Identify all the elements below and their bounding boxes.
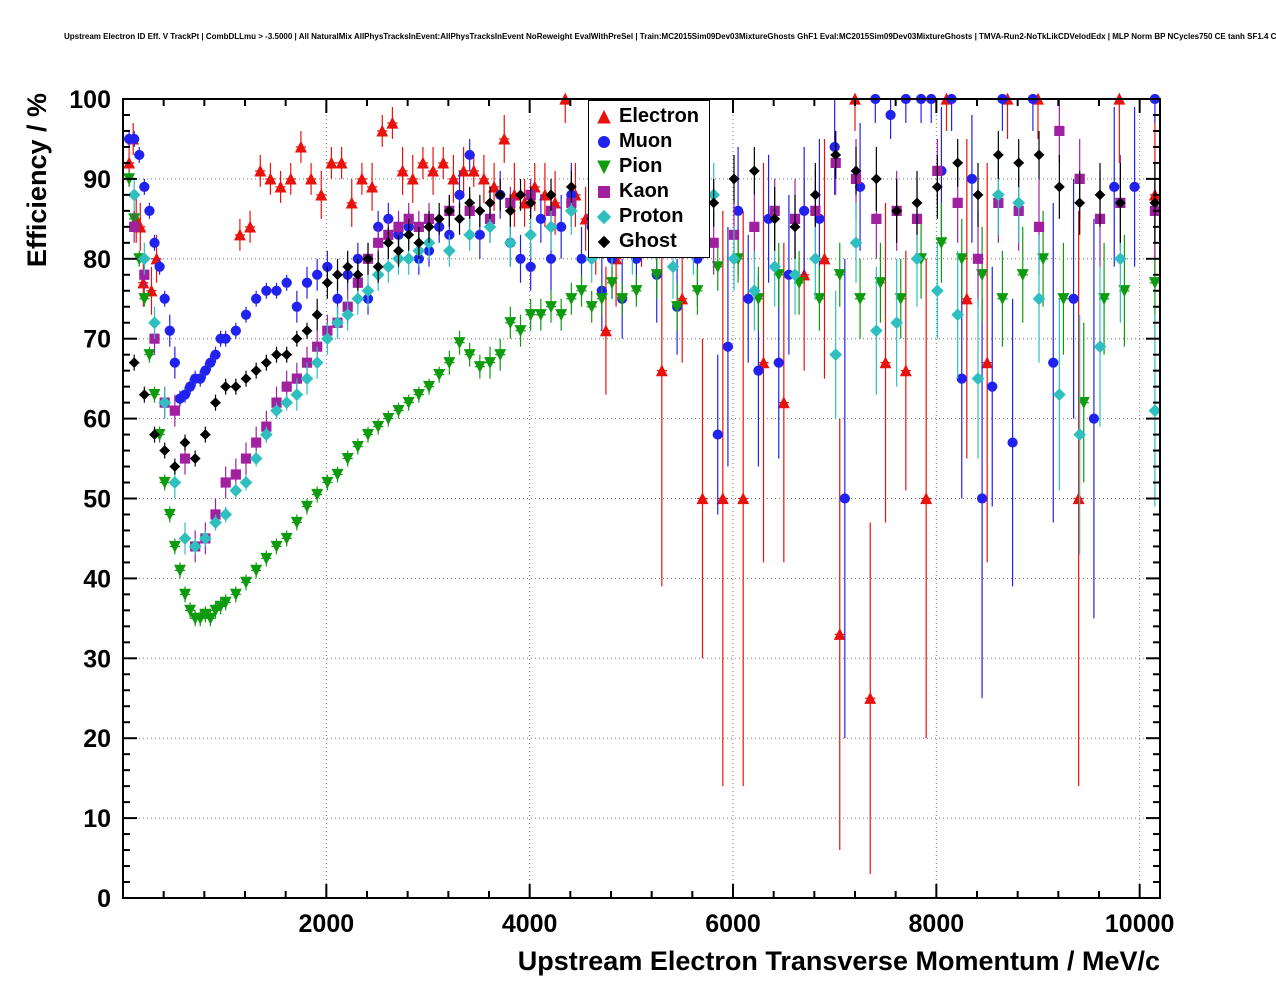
y-axis-title: Efficiency / % [22,93,52,268]
series-ghost [128,130,1161,475]
legend-item-kaon: Kaon [594,179,699,204]
proton-marker-icon [596,209,612,224]
y-tick-label: 100 [69,86,111,114]
y-tick-label: 60 [83,406,111,434]
legend-label: Kaon [619,180,669,202]
y-tick-label: 70 [83,326,111,354]
y-tick-label: 30 [83,645,111,673]
legend-label: Muon [619,130,673,152]
plot-title-text: Upstream Electron ID Eff. V TrackPt | Co… [64,32,1276,41]
x-tick-label: 4000 [502,910,558,938]
legend-item-muon: Muon [594,129,699,154]
y-tick-label: 50 [83,486,111,514]
x-tick-label: 2000 [299,910,355,938]
axis-ticks [122,98,1160,899]
legend-label: Ghost [619,230,677,252]
y-tick-label: 90 [83,166,111,194]
electron-marker-icon [597,109,611,123]
legend: Electron Muon Pion Kaon Proton Ghost [588,100,711,258]
legend-item-ghost: Ghost [594,229,699,254]
legend-item-pion: Pion [594,154,699,179]
ghost-marker-icon [597,235,611,248]
x-tick-label: 10000 [1105,910,1175,938]
legend-item-electron: Electron [594,104,699,129]
y-tick-label: 20 [83,725,111,753]
pion-marker-icon [597,160,611,174]
muon-marker-icon [598,135,610,148]
y-tick-label: 80 [83,246,111,274]
y-tick-label: 40 [83,565,111,593]
x-tick-label: 6000 [705,910,761,938]
series-pion [123,170,1161,627]
legend-label: Proton [619,205,684,227]
tick-labels: 0 10 20 30 40 50 60 70 80 90 100 2000 4000 6000 8000 10… [69,86,1174,938]
plot-title: Upstream Electron ID Eff. V TrackPt | Co… [64,32,1276,41]
series-muon [124,93,1161,739]
legend-label: Electron [619,105,700,127]
x-axis-title: Upstream Electron Transverse Momentum / … [517,946,1160,976]
y-tick-label: 10 [83,805,111,833]
legend-label: Pion [619,155,663,177]
x-tick-label: 8000 [909,910,965,938]
y-tick-label: 0 [97,885,111,913]
legend-item-proton: Proton [594,204,699,229]
kaon-marker-icon [598,185,610,198]
